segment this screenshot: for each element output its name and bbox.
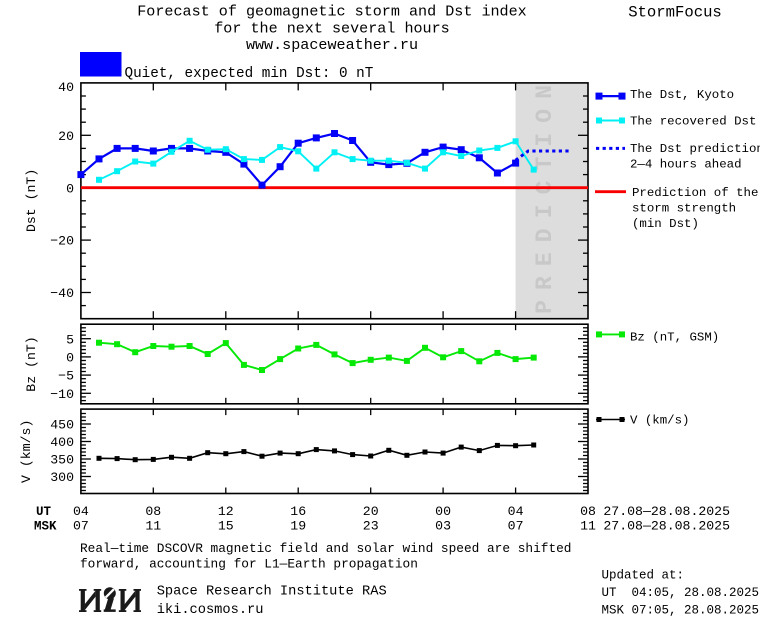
svg-text:Prediction of the: Prediction of the [632,186,758,200]
svg-text:−20: −20 [50,234,74,249]
svg-text:27.08—28.08.2025: 27.08—28.08.2025 [603,504,730,519]
svg-text:MSK: MSK [34,520,57,534]
svg-text:Forecast of geomagnetic storm: Forecast of geomagnetic storm and Dst in… [137,3,526,21]
svg-text:storm strength: storm strength [632,202,736,216]
svg-text:−5: −5 [58,369,74,384]
svg-text:UT: UT [36,505,52,519]
svg-text:20: 20 [363,504,379,519]
svg-text:E: E [532,252,558,266]
svg-text:20: 20 [58,129,74,144]
svg-text:04: 04 [508,504,524,519]
svg-text:−10: −10 [50,387,74,402]
svg-text:I: I [532,204,558,218]
svg-text:O: O [532,109,558,123]
svg-text:03: 03 [435,519,451,534]
svg-text:N: N [532,85,558,99]
svg-text:08: 08 [580,504,596,519]
svg-text:StormFocus: StormFocus [628,4,722,22]
svg-text:Real—time DSCOVR magnetic fiel: Real—time DSCOVR magnetic field and sola… [80,541,571,556]
svg-text:450: 450 [50,418,74,433]
svg-text:2—4 hours ahead: 2—4 hours ahead [630,158,742,172]
svg-text:MSK 07:05, 28.08.2025: MSK 07:05, 28.08.2025 [602,603,760,617]
svg-text:P: P [532,300,558,314]
svg-text:Dst (nT): Dst (nT) [24,169,39,232]
svg-text:Updated at:: Updated at: [602,569,685,583]
svg-text:27.08—28.08.2025: 27.08—28.08.2025 [603,519,730,534]
svg-text:for the next several hours: for the next several hours [214,19,450,37]
svg-text:07: 07 [508,519,524,534]
svg-text:R: R [532,276,558,290]
svg-text:The recovered Dst: The recovered Dst [630,114,756,128]
svg-text:UT 04:05, 28.08.2025: UT 04:05, 28.08.2025 [602,586,760,600]
svg-text:0: 0 [66,181,74,196]
svg-text:−40: −40 [50,286,74,301]
svg-text:Space Research Institute RAS: Space Research Institute RAS [157,585,387,600]
svg-text:11: 11 [145,519,161,534]
svg-text:5: 5 [66,332,74,347]
svg-text:00: 00 [435,504,451,519]
svg-text:11: 11 [580,519,596,534]
svg-text:Bz (nT): Bz (nT) [24,336,39,391]
svg-text:Quiet, expected min Dst: 0 nT: Quiet, expected min Dst: 0 nT [125,66,374,82]
svg-text:forward, accounting for L1—Ear: forward, accounting for L1—Earth propaga… [80,556,418,571]
svg-text:19: 19 [290,519,306,534]
svg-text:300: 300 [50,470,74,485]
svg-text:350: 350 [50,453,74,468]
svg-text:15: 15 [218,519,234,534]
svg-text:07: 07 [73,519,89,534]
svg-text:400: 400 [50,435,74,450]
svg-text:www.spaceweather.ru: www.spaceweather.ru [246,36,418,54]
svg-text:Bz (nT, GSM): Bz (nT, GSM) [630,330,719,344]
svg-text:T: T [532,157,558,171]
svg-text:V (km/s): V (km/s) [630,414,690,428]
svg-text:I: I [532,133,558,147]
svg-text:04: 04 [73,504,89,519]
svg-text:iki.cosmos.ru: iki.cosmos.ru [157,603,264,618]
svg-text:12: 12 [218,504,234,519]
svg-text:08: 08 [145,504,161,519]
svg-text:V (km/s): V (km/s) [19,420,34,483]
svg-text:D: D [532,228,558,242]
svg-text:23: 23 [363,519,379,534]
svg-text:0: 0 [66,351,74,366]
svg-text:40: 40 [58,80,74,95]
svg-text:(min Dst): (min Dst) [632,217,699,231]
svg-text:The Dst, Kyoto: The Dst, Kyoto [630,88,734,102]
svg-text:16: 16 [290,504,306,519]
svg-text:The Dst prediction: The Dst prediction [630,142,760,156]
